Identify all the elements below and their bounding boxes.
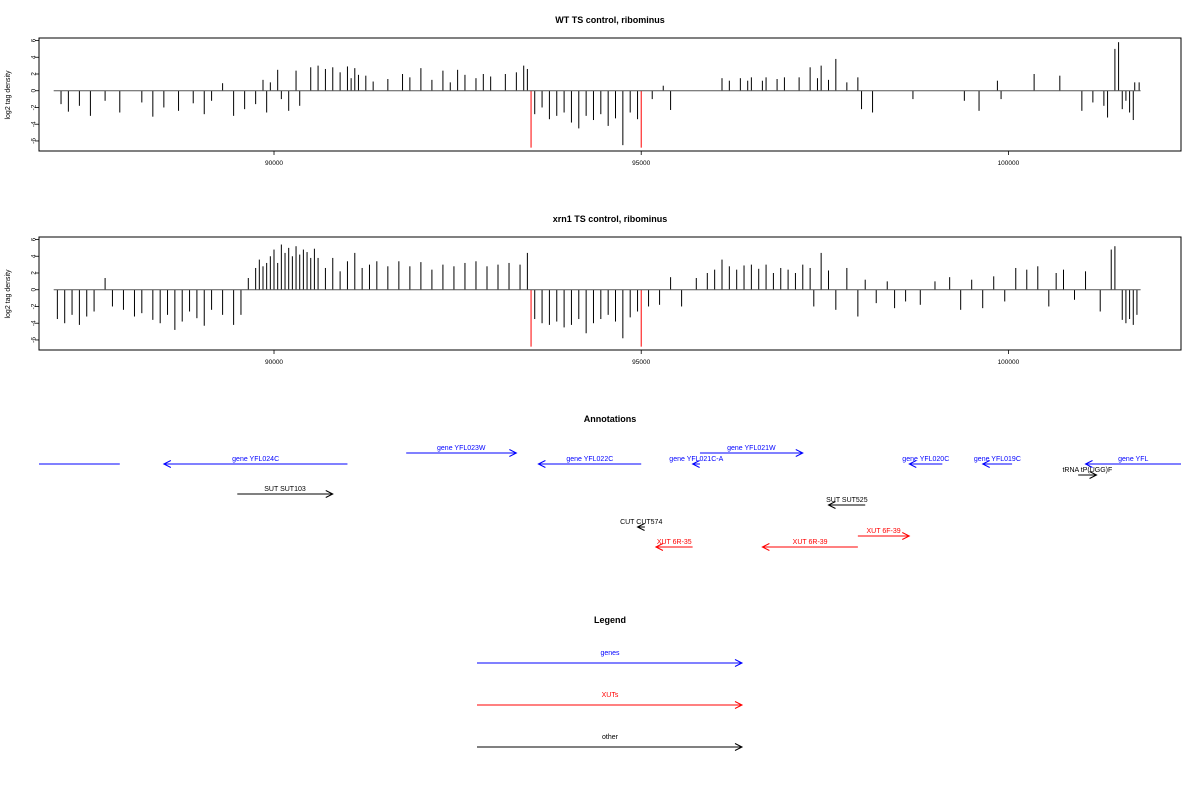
panel1-frame [38, 37, 1182, 152]
legend-arrow-gene-head [734, 659, 744, 667]
panel1-title: WT TS control, ribominus [555, 15, 665, 25]
feature-label: XUT 6F-39 [867, 528, 901, 535]
feature-arrow-head [795, 449, 804, 457]
feature-label: gene YFL019C [974, 456, 1021, 463]
legend-label-gene: genes [600, 650, 620, 657]
feature-label: gene YFL021W [727, 445, 776, 452]
annotations-title: Annotations [584, 414, 637, 424]
panel2-ytick-label: 4 [31, 254, 38, 258]
feature-label: gene YFL022C [566, 456, 613, 463]
legend-label-xut: XUTs [602, 692, 619, 699]
feature-label: tRNA tP(UGG)F [1062, 467, 1112, 474]
panel2-title: xrn1 TS control, ribominus [553, 214, 668, 224]
feature-label: XUT 6R-39 [793, 539, 828, 546]
panel2-ytick-label: -6 [31, 337, 38, 343]
feature-arrow-head [691, 460, 700, 468]
feature-arrow-head [162, 460, 172, 468]
feature-arrow-head [1089, 471, 1098, 479]
panel1-xtick-label: 100000 [998, 160, 1020, 167]
feature-label: CUT CUT574 [620, 519, 662, 526]
panel1-ytick-label: 0 [31, 89, 38, 93]
panel2-ytick-label: -4 [31, 320, 38, 326]
panel1-ytick-label: 2 [31, 72, 38, 76]
feature-label: gene YFL020C [902, 456, 949, 463]
feature-arrow-head [636, 523, 645, 531]
legend-arrow-xut-head [734, 701, 744, 709]
panel1-xtick-label: 95000 [632, 160, 650, 167]
feature-arrow-head [761, 543, 770, 551]
legend: genes XUTs other [477, 650, 744, 751]
feature-label: SUT SUT525 [826, 497, 868, 504]
feature-arrow-head [908, 460, 917, 468]
feature-label: gene YFL [1118, 456, 1148, 463]
panel1-ytick-label: -2 [31, 104, 38, 110]
panel1-ytick-label: -6 [31, 138, 38, 144]
feature-arrow-head [827, 501, 836, 509]
annotation-track: gene YFL024C gene YFL023W gene YFL022C gene… [39, 445, 1181, 551]
legend-label-other: other [602, 734, 619, 741]
panel2-xtick-label: 90000 [265, 359, 283, 366]
feature-label: gene YFL023W [437, 445, 486, 452]
panel2-ylabel: log2 tag density [5, 269, 12, 319]
feature-arrow-head [537, 460, 546, 468]
feature-arrow-head [325, 490, 334, 498]
feature-arrow-head [509, 449, 518, 457]
feature-label: SUT SUT103 [264, 486, 306, 493]
feature-label: gene YFL021C-A [669, 456, 723, 463]
panel2-xtick-label: 95000 [632, 359, 650, 366]
feature-label: XUT 6R-35 [657, 539, 692, 546]
panel1-plot: 6 4 2 0 -2 -4 -6 90000 95000 100000 [31, 38, 1141, 167]
panel2-xtick-label: 100000 [998, 359, 1020, 366]
legend-arrow-other-head [734, 743, 744, 751]
legend-title: Legend [594, 615, 626, 625]
feature-arrow-head [902, 532, 911, 540]
panel2-ytick-label: 2 [31, 271, 38, 275]
panel1-ylabel: log2 tag density [5, 70, 12, 120]
panel2-ytick-label: 6 [31, 237, 38, 241]
panel1-xtick-label: 90000 [265, 160, 283, 167]
feature-arrow-head [981, 460, 990, 468]
panel2-ytick-label: 0 [31, 288, 38, 292]
feature-label: gene YFL024C [232, 456, 279, 463]
panel2-plot: 6 4 2 0 -2 -4 -6 90000 95000 100000 [31, 237, 1141, 366]
feature-arrow-head [654, 543, 664, 551]
panel2-frame [38, 236, 1182, 351]
panel1-ytick-label: -4 [31, 121, 38, 127]
feature-arrow-head [1084, 460, 1093, 468]
panel1-ytick-label: 4 [31, 55, 38, 59]
panel1-ytick-label: 6 [31, 38, 38, 42]
panel2-ytick-label: -2 [31, 303, 38, 309]
